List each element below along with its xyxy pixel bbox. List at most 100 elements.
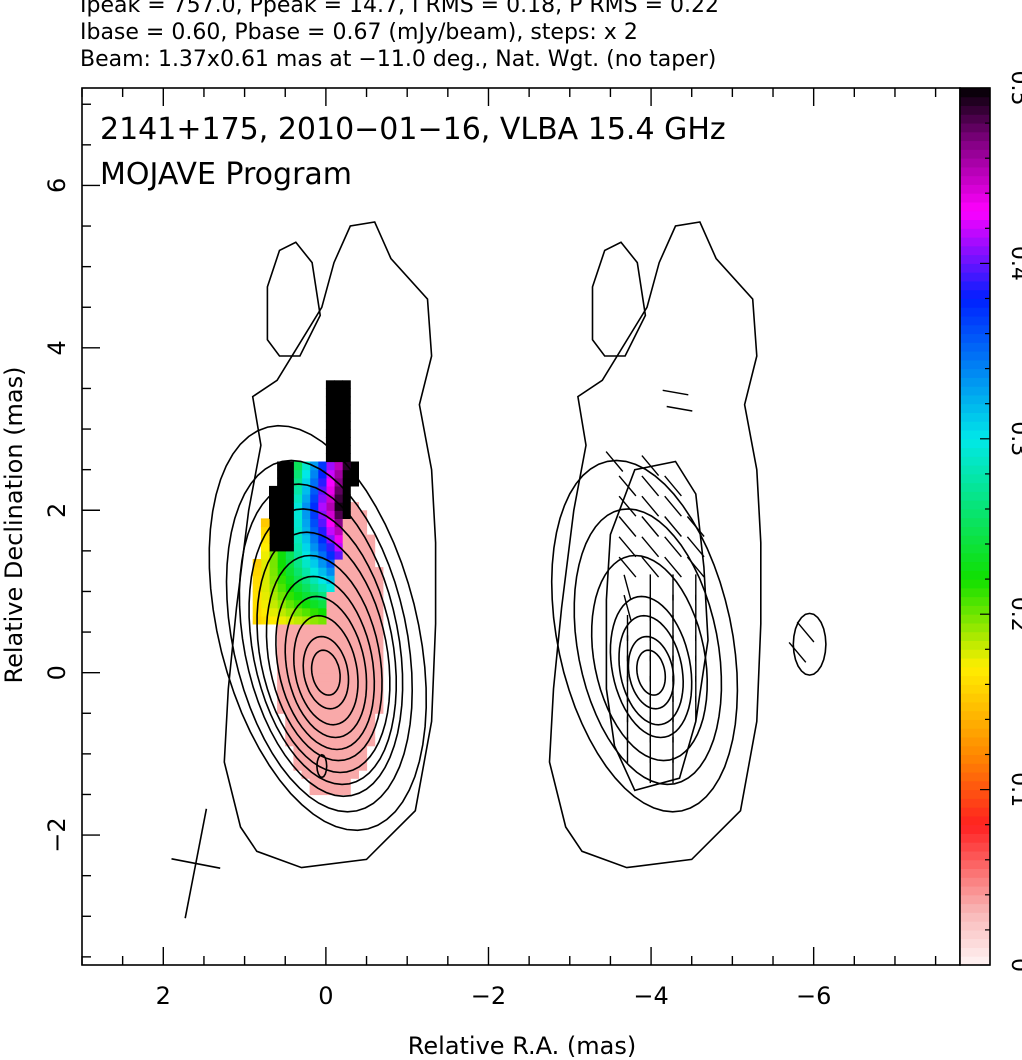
polarization-pixel (317, 518, 327, 528)
polarization-pixel (252, 567, 262, 576)
evpa-tick (686, 516, 705, 537)
polarization-pixel (260, 559, 270, 568)
polarization-pixel (325, 526, 335, 536)
polarization-pixel (277, 542, 286, 552)
polarization-pixel (285, 705, 294, 714)
polarization-pixel (358, 607, 368, 617)
polarization-pixel (325, 494, 335, 503)
polarization-pixel (301, 599, 311, 609)
polarization-pixel (325, 583, 335, 592)
colorbar-segment (960, 956, 990, 966)
polarization-pixel (325, 510, 335, 519)
colorbar-tick-label: 0.2 (1006, 597, 1022, 632)
colorbar-segment (960, 482, 990, 492)
colorbar-tick-label: 0.1 (1006, 772, 1022, 807)
polarization-pixel (277, 640, 286, 649)
polarization-pixel (342, 640, 351, 649)
polarization-pixel (260, 542, 270, 552)
polarization-pixel (325, 753, 335, 763)
polarization-pixel (317, 607, 327, 617)
polarization-pixel (301, 688, 311, 698)
polarization-pixel (350, 567, 359, 576)
polarization-pixel (342, 429, 351, 438)
polarization-pixel (325, 599, 335, 609)
polarization-pixel (309, 762, 319, 771)
contour-level-right (590, 554, 709, 762)
polarization-pixel (350, 640, 359, 649)
polarization-pixel (334, 648, 343, 657)
polarization-pixel (334, 656, 343, 666)
contour-outer-right (548, 221, 762, 869)
polarization-pixel (317, 494, 327, 503)
polarization-pixel (309, 672, 319, 682)
polarization-pixel (358, 753, 368, 763)
polarization-pixel (366, 550, 376, 560)
polarization-pixel (260, 518, 270, 528)
polarization-pixel (309, 745, 319, 755)
polarization-pixel (277, 664, 286, 674)
polarization-pixel (350, 599, 359, 609)
polarization-pixel (277, 518, 286, 528)
polarization-pixel (301, 721, 311, 731)
contour-level-right (609, 595, 693, 739)
polarization-pixel (366, 607, 376, 617)
evpa-tick (686, 536, 705, 558)
polarization-pixel (293, 575, 303, 584)
polarization-pixel (309, 510, 319, 519)
polarization-pixel (317, 477, 327, 487)
colorbar-segment (960, 333, 990, 343)
colorbar-segment (960, 675, 990, 685)
polarization-pixel (374, 656, 384, 666)
evpa-tick (664, 495, 682, 517)
colorbar-segment (960, 473, 990, 484)
polarization-pixel (358, 542, 368, 552)
polarization-pixel (325, 591, 335, 601)
evpa-tick (788, 641, 807, 663)
polarization-pixel (342, 575, 351, 584)
contour-level-left (238, 483, 404, 798)
polarization-pixel (366, 697, 376, 706)
polarization-pixel (374, 640, 384, 649)
polarization-pixel (342, 494, 351, 503)
polarization-pixel (342, 623, 351, 633)
polarization-pixel (309, 502, 319, 511)
polarization-pixel (350, 575, 359, 584)
colorbar-segment (960, 88, 990, 98)
contour-level-right (550, 459, 739, 813)
polarization-pixel (325, 518, 335, 528)
polarization-pixel (301, 477, 311, 487)
colorbar: 0 0.1 0.2 0.3 0.4 0.5 (959, 71, 1022, 972)
contour-level-left (292, 614, 359, 726)
polarization-pixel (293, 534, 303, 544)
polarization-pixel (342, 737, 351, 747)
polarization-pixel (293, 526, 303, 536)
intensity-contours (208, 221, 827, 869)
polarization-pixel (285, 567, 294, 576)
polarization-pixel (309, 632, 319, 641)
evpa-tick (618, 475, 637, 497)
polarization-pixel (366, 688, 376, 698)
polarization-pixel (301, 502, 311, 511)
polarization-pixel (350, 461, 359, 471)
polarization-pixel (293, 745, 303, 755)
polarization-pixel (293, 607, 303, 617)
polarization-pixel (260, 599, 270, 609)
colorbar-segment (960, 228, 990, 238)
polarization-pixel (285, 534, 294, 544)
polarization-pixel (301, 745, 311, 755)
polarization-pixel (350, 753, 359, 763)
colorbar-segment (960, 579, 990, 589)
polarization-pixel (342, 420, 351, 430)
evpa-tick (686, 556, 705, 578)
polarization-pixel (325, 420, 335, 430)
polarization-pixel (334, 412, 343, 422)
colorbar-segment (960, 316, 990, 326)
polarization-pixel (325, 688, 335, 698)
colorbar-segment (960, 307, 990, 317)
colorbar-segment (960, 210, 990, 221)
evpa-ticks (605, 389, 815, 784)
polarization-pixel (342, 510, 351, 519)
colorbar-segment (960, 403, 990, 413)
polarization-pixel (374, 567, 384, 576)
polarization-pixel (334, 632, 343, 641)
